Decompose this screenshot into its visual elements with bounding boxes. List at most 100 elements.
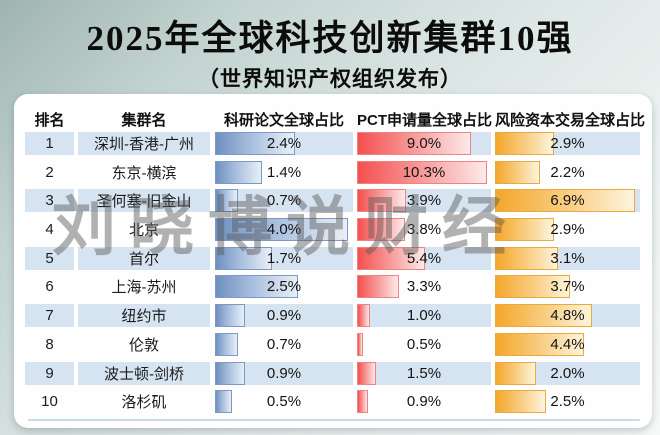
vc-value-label: 3.7% [550, 278, 585, 296]
pct-bar [357, 189, 407, 213]
vc-bar [495, 246, 558, 270]
vc-value-label: 2.2% [550, 163, 585, 181]
cluster-name-cell: 纽约市 [78, 304, 210, 328]
pct-metric-cell: 0.5% [357, 332, 491, 356]
papers-metric-cell: 0.9% [215, 304, 353, 328]
table-row: 3 圣何塞-旧金山 0.7% 3.9% 6.9% [25, 189, 652, 213]
rank-cell: 7 [25, 304, 74, 328]
papers-bar [215, 332, 239, 356]
papers-metric-cell: 2.5% [215, 275, 353, 299]
rank-cell: 5 [25, 246, 74, 270]
vc-value-label: 2.0% [550, 364, 585, 382]
pct-bar [357, 390, 369, 414]
column-header-name: 集群名 [121, 111, 167, 129]
papers-value-label: 2.4% [266, 135, 302, 152]
pct-bar [357, 361, 376, 385]
vc-metric-cell: 2.0% [495, 361, 640, 385]
papers-metric-cell: 1.7% [215, 246, 353, 270]
vc-metric-cell: 2.5% [495, 390, 640, 414]
cluster-name-cell: 首尔 [78, 246, 210, 270]
papers-metric-cell: 0.9% [215, 361, 353, 385]
pct-metric-cell: 1.5% [357, 361, 491, 385]
vc-metric-cell: 3.7% [495, 275, 640, 299]
pct-value-label: 5.4% [406, 249, 442, 267]
papers-bar [215, 218, 348, 242]
pct-bar [357, 160, 488, 184]
column-header-rank: 排名 [34, 111, 65, 129]
table-row: 8 伦敦 0.7% 0.5% 4.4% [25, 332, 652, 356]
vc-metric-cell: 4.8% [495, 304, 640, 328]
table-body: 1 深圳-香港-广州 2.4% 9.0% 2.9% 2 东京-横滨 1.4% 10.3% 2.2%… [25, 132, 652, 414]
column-header-pct: PCT申请量全球占比 [357, 111, 493, 129]
pct-value-label: 10.3% [402, 163, 446, 181]
table-bottom-divider [28, 418, 640, 421]
papers-bar [215, 361, 245, 385]
column-header-papers: 科研论文全球占比 [223, 111, 344, 129]
table-row: 7 纽约市 0.9% 1.0% 4.8% [25, 304, 652, 328]
page-subtitle: （世界知识产权组织发布） [198, 67, 462, 91]
papers-metric-cell: 0.7% [215, 189, 353, 213]
table-header-row: 排名 集群名 科研论文全球占比 PCT申请量全球占比 风险资本交易全球占比 [25, 106, 652, 132]
papers-value-label: 0.7% [266, 192, 302, 210]
table-row: 9 波士顿-剑桥 0.9% 1.5% 2.0% [25, 361, 652, 385]
rank-cell: 4 [45, 221, 54, 239]
vc-value-label: 4.8% [550, 307, 585, 325]
pct-metric-cell: 3.8% [357, 218, 491, 242]
papers-value-label: 0.7% [266, 335, 302, 353]
pct-bar [357, 132, 471, 155]
cluster-name-cell: 上海-苏州 [111, 279, 177, 297]
cluster-name-cell: 东京-横滨 [111, 164, 177, 182]
papers-value-label: 1.4% [266, 163, 302, 181]
pct-metric-cell: 3.3% [357, 275, 491, 299]
papers-metric-cell: 0.7% [215, 332, 353, 356]
page-title: 2025年全球科技创新集群10强 [86, 19, 574, 58]
pct-metric-cell: 3.9% [357, 189, 491, 213]
rank-cell: 1 [25, 132, 74, 155]
papers-value-label: 0.9% [266, 364, 302, 382]
papers-metric-cell: 0.5% [215, 390, 353, 414]
vc-value-label: 2.9% [550, 221, 585, 239]
vc-value-label: 6.9% [550, 192, 585, 210]
vc-bar [495, 275, 571, 299]
vc-value-label: 2.5% [550, 393, 585, 411]
table-row: 1 深圳-香港-广州 2.4% 9.0% 2.9% [25, 132, 652, 155]
table-row: 6 上海-苏州 2.5% 3.3% 3.7% [25, 275, 652, 299]
vc-bar [495, 189, 635, 213]
pct-value-label: 1.5% [406, 364, 442, 382]
cluster-name-cell: 洛杉矶 [121, 394, 167, 412]
pct-metric-cell: 9.0% [357, 132, 491, 155]
table-row: 2 东京-横滨 1.4% 10.3% 2.2% [25, 160, 652, 184]
papers-metric-cell: 4.0% [215, 218, 353, 242]
pct-metric-cell: 5.4% [357, 246, 491, 270]
papers-bar [215, 189, 239, 213]
vc-bar [495, 390, 546, 414]
rank-cell: 9 [25, 361, 74, 385]
pct-value-label: 9.0% [406, 135, 442, 152]
papers-bar [215, 160, 262, 184]
rank-cell: 10 [41, 393, 58, 411]
pct-value-label: 3.8% [406, 221, 442, 239]
pct-metric-cell: 10.3% [357, 160, 491, 184]
cluster-name-cell: 波士顿-剑桥 [78, 361, 210, 385]
papers-bar [215, 304, 245, 328]
rank-cell: 8 [45, 335, 54, 353]
papers-value-label: 4.0% [266, 221, 302, 239]
pct-value-label: 0.9% [406, 393, 442, 411]
papers-metric-cell: 2.4% [215, 132, 353, 155]
pct-value-label: 1.0% [406, 307, 442, 325]
pct-bar [357, 218, 406, 242]
column-header-vc: 风险资本交易全球占比 [495, 111, 646, 129]
table-row: 5 首尔 1.7% 5.4% 3.1% [25, 246, 652, 270]
cluster-name-cell: 伦敦 [128, 336, 159, 354]
vc-value-label: 4.4% [550, 335, 585, 353]
vc-bar [495, 332, 585, 356]
pct-metric-cell: 0.9% [357, 390, 491, 414]
vc-metric-cell: 6.9% [495, 189, 640, 213]
pct-value-label: 3.9% [406, 192, 442, 210]
pct-bar [357, 246, 426, 270]
cluster-name-cell: 北京 [128, 222, 159, 240]
papers-value-label: 1.7% [266, 249, 302, 267]
papers-bar [215, 390, 232, 414]
